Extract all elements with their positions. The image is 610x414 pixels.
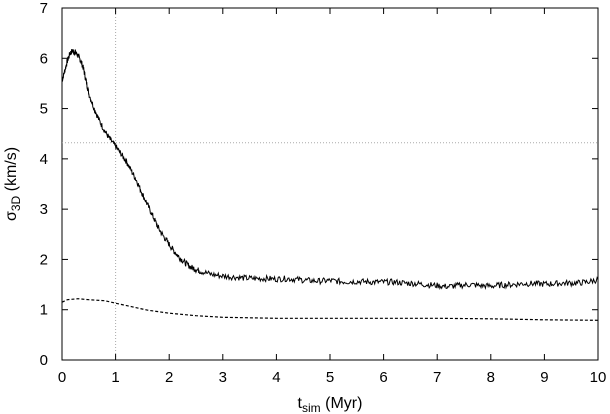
x-tick-label: 5 <box>326 369 334 386</box>
x-tick-label: 1 <box>111 369 119 386</box>
x-tick-labels: 0 1 2 3 4 5 6 7 8 9 10 <box>58 369 607 386</box>
x-axis-label: tsim (Myr) <box>298 395 363 414</box>
x-tick-label: 3 <box>219 369 227 386</box>
x-tick-label: 4 <box>272 369 280 386</box>
y-tick-labels: 0 1 2 3 4 5 6 7 <box>40 0 48 369</box>
x-tick-label: 8 <box>487 369 495 386</box>
plot-frame <box>61 7 599 361</box>
series-line-solid <box>61 49 599 291</box>
y-tick-label: 6 <box>40 50 48 67</box>
y-tick-label: 4 <box>40 151 48 168</box>
y-axis-label: σ3D (km/s) <box>3 147 23 221</box>
x-tick-label: 2 <box>165 369 173 386</box>
y-tick-label: 5 <box>40 101 48 118</box>
y-tick-label: 2 <box>40 251 48 268</box>
y-tick-label: 7 <box>40 0 48 17</box>
x-tick-label: 7 <box>433 369 441 386</box>
tick-marks <box>61 7 599 361</box>
x-tick-label: 0 <box>58 369 66 386</box>
series-layer <box>61 49 599 321</box>
x-tick-label: 9 <box>540 369 548 386</box>
series-line-dashed <box>61 298 599 321</box>
x-tick-label: 6 <box>379 369 387 386</box>
x-tick-label: 10 <box>590 369 607 386</box>
y-tick-label: 3 <box>40 201 48 218</box>
y-tick-label: 1 <box>40 302 48 319</box>
reference-lines <box>62 8 598 360</box>
y-tick-label: 0 <box>40 352 48 369</box>
